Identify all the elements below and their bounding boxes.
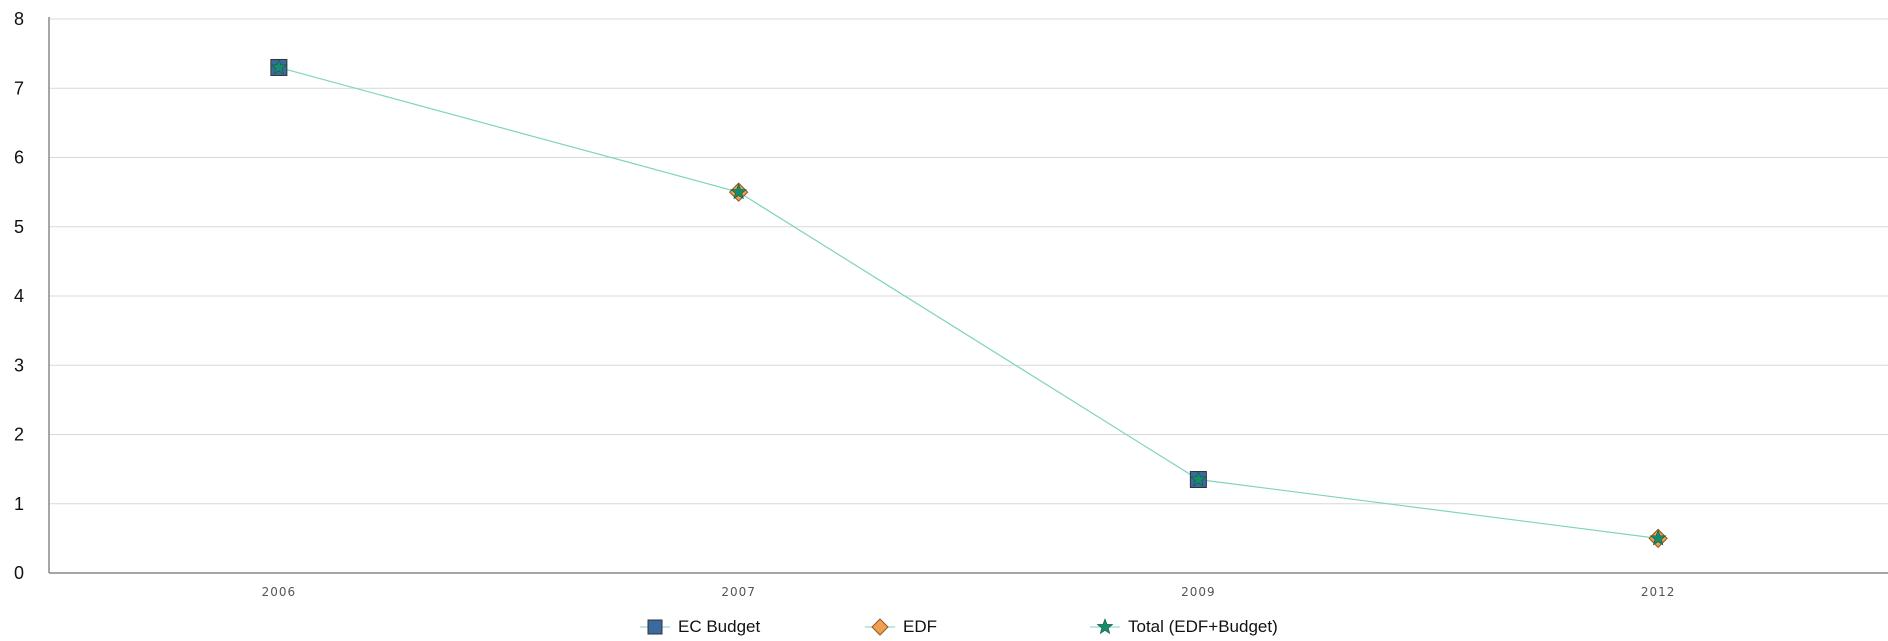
y-tick-label: 1: [14, 494, 24, 514]
axes: [48, 17, 1888, 574]
gridlines: [49, 18, 1888, 505]
legend-label: EDF: [903, 617, 937, 636]
y-axis-ticks: 0 1 2 3 4 5 6 7 8: [14, 9, 24, 583]
y-tick-label: 3: [14, 355, 24, 375]
series-line: [278, 66, 1659, 539]
data-point-star[interactable]: [1189, 470, 1207, 487]
y-tick-label: 7: [14, 78, 24, 98]
star-marker-icon: [1090, 618, 1120, 635]
legend-item-ec-budget[interactable]: EC Budget: [640, 614, 760, 640]
y-tick-label: 8: [14, 9, 24, 29]
x-tick-label: 2009: [1181, 585, 1216, 599]
legend-item-total[interactable]: Total (EDF+Budget): [1090, 614, 1278, 640]
data-point-star[interactable]: [1649, 529, 1667, 546]
data-point-star[interactable]: [730, 183, 748, 200]
y-tick-label: 5: [14, 217, 24, 237]
legend: EC Budget EDF Total (EDF+Budget): [0, 614, 1888, 640]
y-tick-label: 0: [14, 563, 24, 583]
legend-label: EC Budget: [678, 617, 761, 636]
series-markers: [270, 58, 1668, 549]
data-point-star[interactable]: [270, 58, 288, 75]
series-lines: [278, 66, 1659, 539]
legend-label: Total (EDF+Budget): [1128, 617, 1278, 636]
x-tick-label: 2006: [262, 585, 297, 599]
x-axis-ticks: 2006 2007 2009 2012: [262, 585, 1676, 599]
y-tick-label: 4: [14, 286, 24, 306]
x-tick-label: 2012: [1641, 585, 1676, 599]
y-tick-label: 2: [14, 425, 24, 445]
x-tick-label: 2007: [721, 585, 756, 599]
legend-item-edf[interactable]: EDF: [865, 614, 937, 640]
square-marker-icon: [640, 619, 670, 635]
y-tick-label: 6: [14, 148, 24, 168]
diamond-marker-icon: [865, 618, 895, 636]
